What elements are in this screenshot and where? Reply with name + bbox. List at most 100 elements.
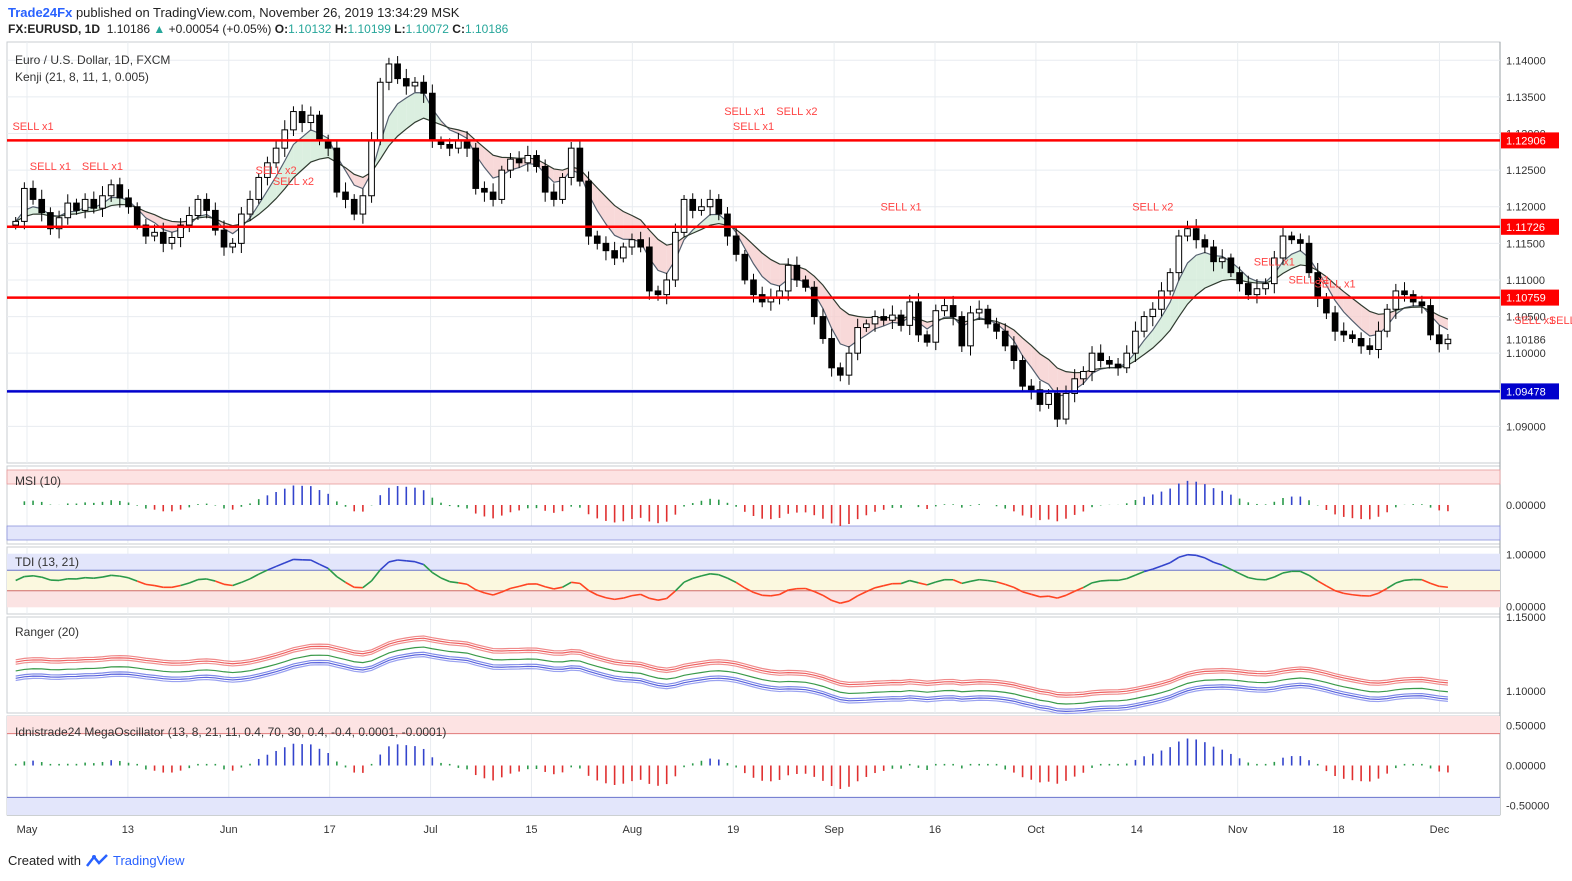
tdi-line-segment <box>1152 565 1162 570</box>
candle-body <box>585 180 592 237</box>
kenji-band-segment <box>1031 345 1040 380</box>
candle-body <box>1062 392 1070 420</box>
tdi-line-segment <box>840 600 850 604</box>
x-tick-label: Jun <box>220 824 238 836</box>
kenji-band-segment <box>414 92 424 123</box>
kenji-band-segment <box>1022 338 1032 368</box>
tdi-line-segment <box>701 573 711 577</box>
tdi-line-segment <box>1117 577 1127 582</box>
tdi-line-segment <box>24 574 34 578</box>
tdi-line-segment <box>1204 557 1214 563</box>
main-pane-title: Euro / U.S. Dollar, 1D, FXCM <box>15 53 170 67</box>
tdi-line-segment <box>1004 583 1015 589</box>
kenji-band-segment <box>1144 329 1153 355</box>
tdi-line-segment <box>1395 579 1405 584</box>
candle-body <box>828 338 835 369</box>
tdi-line-segment <box>1195 554 1206 559</box>
y-tick-label: 1.11000 <box>1506 275 1545 287</box>
candle-body <box>611 250 618 259</box>
tdi-line-segment <box>119 575 129 579</box>
tdi-line-segment <box>718 573 728 579</box>
y-tick-label: 1.13500 <box>1506 92 1546 104</box>
level-price-label: 1.10759 <box>1506 293 1546 305</box>
tdi-line-segment <box>623 594 633 599</box>
tdi-line-segment <box>1074 586 1084 592</box>
x-tick-label: 15 <box>525 824 537 836</box>
candle-body <box>541 165 549 193</box>
tdi-line-segment <box>753 591 763 597</box>
tdi-mid-zone <box>7 570 1500 591</box>
kenji-band-segment <box>1161 302 1171 340</box>
chart-canvas[interactable]: May 13 Jun 17 Jul 15 Aug 19 Sep 16 Oct 14 Nov 18 Dec 1.… <box>0 0 1572 850</box>
created-with-text: Created with <box>8 853 81 868</box>
level-price-tag <box>1501 383 1559 400</box>
candle-body <box>1236 272 1243 285</box>
tdi-line-segment <box>440 577 451 583</box>
kenji-band-segment <box>614 205 624 240</box>
ranger-band-line <box>15 635 1448 694</box>
tdi-line-segment <box>414 560 424 566</box>
publisher-name[interactable]: Trade24Fx <box>8 5 73 20</box>
candle-body <box>125 197 132 208</box>
candle-body <box>1444 338 1452 345</box>
candle-body <box>73 202 80 211</box>
candle-body <box>1027 385 1035 391</box>
x-tick-label: Nov <box>1228 824 1248 836</box>
candle-body <box>21 187 28 222</box>
candle-body <box>689 198 697 211</box>
tdi-line-segment <box>1352 593 1362 597</box>
candle-body <box>819 316 827 340</box>
candle-body <box>212 209 219 231</box>
mega-y-label: -0.50000 <box>1506 800 1549 812</box>
tdi-line-segment <box>579 582 590 592</box>
tdi-line-segment <box>649 597 659 601</box>
candle-body <box>1297 239 1304 244</box>
tdi-line-segment <box>1248 576 1258 581</box>
candle-body <box>81 198 89 211</box>
tdi-line-segment <box>1265 576 1275 581</box>
candle-body <box>385 63 393 83</box>
x-tick-label: Aug <box>623 824 643 836</box>
symbol-label[interactable]: FX:EURUSD, 1D <box>8 22 101 36</box>
candle-body <box>1045 392 1052 405</box>
candle-body <box>1166 272 1174 292</box>
kenji-band-segment <box>1352 298 1362 330</box>
candle-body <box>1158 290 1165 310</box>
candle-body <box>446 144 454 149</box>
candle-body <box>654 290 662 296</box>
level-price-tag <box>1501 132 1559 149</box>
ranger-band-line <box>15 651 1448 710</box>
candle-body <box>923 334 931 343</box>
tdi-line-segment <box>501 587 511 593</box>
candle-body <box>880 316 888 321</box>
tdi-line-segment <box>822 594 833 602</box>
tdi-line-segment <box>258 569 268 575</box>
tradingview-brand[interactable]: TradingView <box>112 853 185 868</box>
candle-body <box>1288 235 1295 241</box>
candle-body <box>1401 290 1408 296</box>
candle-body <box>99 195 106 209</box>
tdi-line-segment <box>605 596 615 601</box>
x-tick-label: Oct <box>1027 824 1044 836</box>
tdi-line-segment <box>284 558 294 564</box>
y-tick-label: 1.10500 <box>1506 312 1546 324</box>
tdi-line-segment <box>762 594 771 597</box>
tdi-line-segment <box>857 590 867 597</box>
tdi-line-segment <box>93 576 103 579</box>
candle-body <box>1001 330 1009 347</box>
tdi-line-segment <box>1022 591 1032 596</box>
ranger-pane-title: Ranger (20) <box>15 625 79 639</box>
kenji-band-segment <box>293 137 303 178</box>
tdi-line-segment <box>744 587 754 594</box>
candle-body <box>854 327 861 354</box>
tdi-line-segment <box>388 559 398 563</box>
candle-body <box>402 78 410 87</box>
candle-body <box>1036 389 1044 405</box>
candle-body <box>507 158 514 171</box>
kenji-band-segment <box>1039 353 1049 385</box>
candle-body <box>1323 297 1330 314</box>
tdi-line-segment <box>188 578 199 584</box>
candle-body <box>1080 370 1087 380</box>
candle-body <box>342 191 349 200</box>
kenji-band-segment <box>597 187 606 225</box>
